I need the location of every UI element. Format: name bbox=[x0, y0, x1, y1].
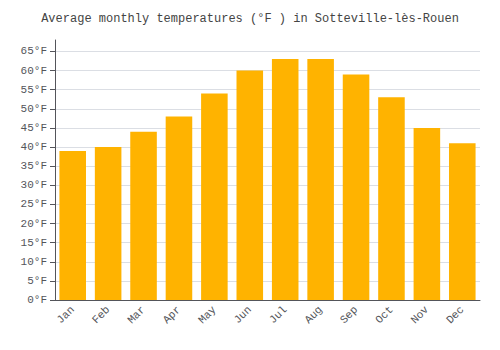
svg-text:15°F: 15°F bbox=[21, 237, 47, 249]
svg-text:Aug: Aug bbox=[302, 304, 324, 326]
svg-text:35°F: 35°F bbox=[21, 160, 47, 172]
svg-text:65°F: 65°F bbox=[21, 45, 47, 57]
svg-text:Apr: Apr bbox=[161, 304, 183, 326]
svg-text:40°F: 40°F bbox=[21, 141, 47, 153]
svg-text:10°F: 10°F bbox=[21, 256, 47, 268]
svg-text:Jan: Jan bbox=[54, 304, 76, 326]
svg-text:60°F: 60°F bbox=[21, 65, 47, 77]
svg-text:20°F: 20°F bbox=[21, 218, 47, 230]
svg-text:Average monthly temperatures (: Average monthly temperatures (°F ) in So… bbox=[41, 12, 459, 26]
svg-text:5°F: 5°F bbox=[27, 275, 47, 287]
svg-text:Sep: Sep bbox=[338, 304, 360, 326]
svg-text:Mar: Mar bbox=[125, 304, 147, 326]
svg-text:55°F: 55°F bbox=[21, 84, 47, 96]
svg-text:May: May bbox=[196, 303, 219, 326]
svg-text:50°F: 50°F bbox=[21, 103, 47, 115]
svg-text:Jul: Jul bbox=[267, 304, 289, 326]
svg-text:Nov: Nov bbox=[409, 303, 432, 326]
svg-text:0°F: 0°F bbox=[27, 294, 47, 306]
svg-text:Feb: Feb bbox=[90, 304, 112, 326]
svg-text:45°F: 45°F bbox=[21, 122, 47, 134]
svg-text:Dec: Dec bbox=[444, 304, 466, 326]
svg-text:Jun: Jun bbox=[232, 304, 254, 326]
svg-text:Oct: Oct bbox=[373, 304, 395, 326]
svg-text:25°F: 25°F bbox=[21, 198, 47, 210]
svg-text:30°F: 30°F bbox=[21, 179, 47, 191]
